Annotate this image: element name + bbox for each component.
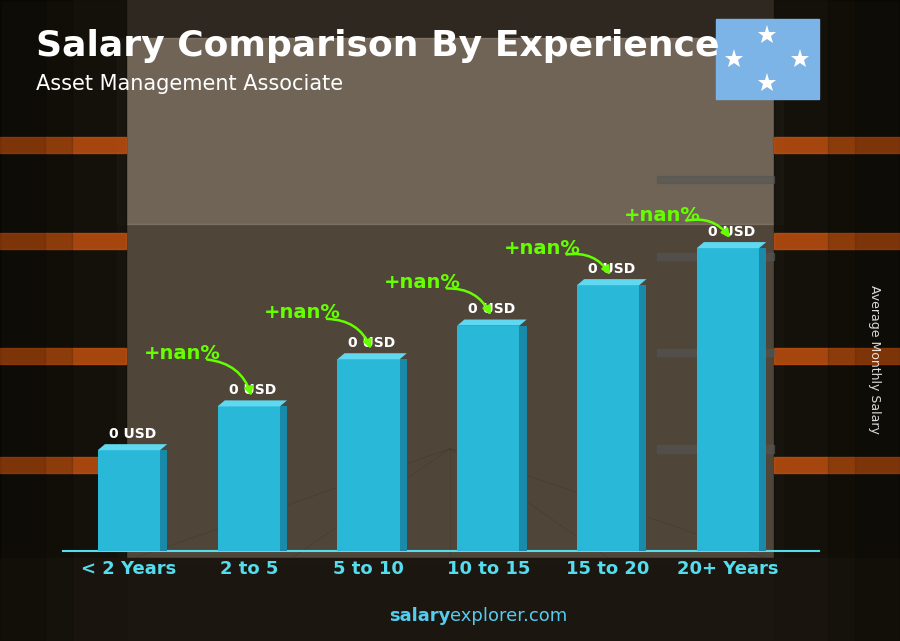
Text: +nan%: +nan%: [265, 303, 341, 322]
Polygon shape: [400, 360, 407, 551]
Bar: [457, 326, 519, 551]
Text: Average Monthly Salary: Average Monthly Salary: [868, 285, 881, 433]
Polygon shape: [759, 248, 766, 551]
Bar: [0, 233, 126, 249]
Bar: [0, 0, 126, 641]
Bar: [218, 406, 280, 551]
Polygon shape: [519, 326, 526, 551]
Polygon shape: [98, 444, 167, 450]
Text: 0 USD: 0 USD: [468, 302, 516, 316]
Polygon shape: [457, 320, 526, 326]
Bar: [577, 285, 639, 551]
Bar: [657, 445, 774, 453]
Bar: [697, 248, 759, 551]
Bar: [0, 137, 126, 153]
Text: +nan%: +nan%: [144, 344, 221, 363]
Bar: [774, 0, 900, 641]
Polygon shape: [160, 450, 167, 551]
Bar: [0, 0, 72, 641]
Polygon shape: [577, 279, 646, 285]
Bar: [98, 450, 160, 551]
Bar: [774, 457, 900, 473]
Text: salary: salary: [389, 607, 450, 625]
Polygon shape: [218, 401, 287, 406]
Text: +nan%: +nan%: [504, 239, 580, 258]
Bar: [828, 0, 900, 641]
Text: Asset Management Associate: Asset Management Associate: [36, 74, 343, 94]
Bar: [774, 348, 900, 364]
Text: 0 USD: 0 USD: [229, 383, 276, 397]
Text: 0 USD: 0 USD: [708, 225, 755, 238]
Bar: [657, 176, 774, 183]
Bar: [855, 0, 900, 641]
Text: 0 USD: 0 USD: [109, 427, 156, 441]
Polygon shape: [338, 353, 407, 360]
Bar: [657, 253, 774, 260]
Bar: [338, 360, 400, 551]
Bar: [774, 233, 900, 249]
Text: +nan%: +nan%: [624, 206, 700, 224]
Text: Salary Comparison By Experience: Salary Comparison By Experience: [36, 29, 719, 63]
Text: +nan%: +nan%: [384, 273, 461, 292]
Bar: [0, 0, 45, 641]
Text: explorer.com: explorer.com: [450, 607, 567, 625]
Bar: [117, 38, 783, 564]
Bar: [0, 348, 126, 364]
Text: 0 USD: 0 USD: [348, 336, 396, 350]
Bar: [117, 38, 783, 224]
Polygon shape: [697, 242, 766, 248]
Bar: [657, 349, 774, 356]
Polygon shape: [280, 406, 287, 551]
Bar: [0, 457, 126, 473]
Polygon shape: [639, 285, 646, 551]
Bar: [0, 558, 900, 641]
Bar: [774, 137, 900, 153]
Text: 0 USD: 0 USD: [588, 262, 635, 276]
